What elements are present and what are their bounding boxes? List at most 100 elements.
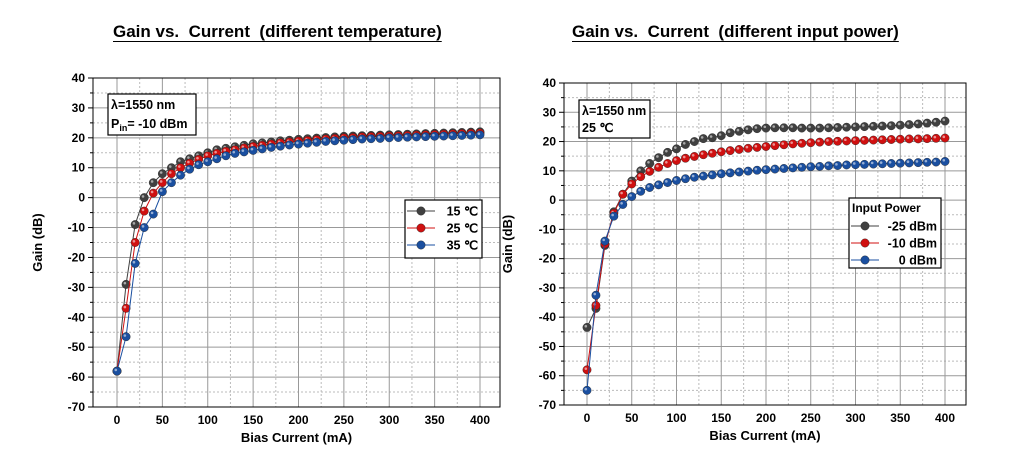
chart-0: 0 50 100 150 200 250 300 350 400403020100-10-20-… bbox=[30, 71, 501, 445]
data-point bbox=[788, 163, 798, 173]
x-tick-label: 400 bbox=[935, 411, 955, 425]
data-point bbox=[752, 124, 762, 134]
data-point-highlight bbox=[638, 188, 641, 192]
data-point bbox=[375, 134, 385, 143]
data-point-highlight bbox=[933, 135, 937, 139]
data-point bbox=[357, 134, 367, 144]
data-point bbox=[303, 138, 312, 148]
data-point bbox=[860, 159, 869, 169]
pin-subscript: in bbox=[119, 123, 127, 133]
data-point-highlight bbox=[123, 334, 127, 337]
data-point bbox=[582, 365, 592, 375]
data-point bbox=[725, 128, 735, 138]
data-point bbox=[806, 123, 816, 133]
data-point-highlight bbox=[656, 155, 659, 158]
data-point bbox=[851, 160, 860, 170]
chart-title-input-power: Gain vs. Current (different input power) bbox=[572, 22, 899, 41]
data-point-highlight bbox=[159, 171, 163, 174]
data-point-highlight bbox=[132, 240, 136, 243]
data-point-highlight bbox=[879, 137, 883, 140]
data-point-highlight bbox=[754, 126, 758, 129]
data-point bbox=[609, 211, 619, 221]
data-point-highlight bbox=[168, 180, 172, 183]
data-point bbox=[384, 133, 394, 143]
data-point-highlight bbox=[718, 133, 722, 136]
data-point bbox=[681, 140, 690, 149]
annotation-wavelength: λ=1550 nm bbox=[111, 98, 175, 112]
data-point-highlight bbox=[754, 144, 758, 148]
data-point-highlight bbox=[870, 161, 874, 165]
data-point-highlight bbox=[114, 368, 118, 372]
data-point-highlight bbox=[691, 153, 695, 157]
data-point-highlight bbox=[141, 208, 145, 212]
data-point bbox=[275, 141, 285, 151]
x-tick-label: 150 bbox=[711, 411, 731, 425]
data-point bbox=[940, 133, 950, 143]
data-point-highlight bbox=[196, 162, 199, 165]
data-point-highlight bbox=[835, 163, 838, 166]
data-point bbox=[139, 223, 149, 232]
data-point-highlight bbox=[584, 324, 588, 328]
data-point-highlight bbox=[647, 185, 650, 188]
legend-item: -10 dBm bbox=[851, 237, 937, 251]
data-point bbox=[421, 132, 430, 142]
y-tick-label: 0 bbox=[549, 193, 556, 207]
data-point bbox=[860, 135, 869, 145]
data-point-highlight bbox=[602, 238, 605, 242]
data-point bbox=[886, 121, 896, 131]
chart-title-temperature: Gain vs. Current (different temperature) bbox=[113, 22, 442, 41]
data-point bbox=[904, 158, 914, 168]
data-point-highlight bbox=[709, 150, 713, 154]
data-point-highlight bbox=[368, 136, 372, 139]
data-point bbox=[761, 142, 771, 151]
data-point bbox=[266, 142, 276, 152]
annotation-frame bbox=[107, 93, 197, 136]
data-point bbox=[618, 189, 628, 199]
x-tick-label: 150 bbox=[243, 413, 263, 427]
data-point bbox=[600, 236, 610, 246]
data-point bbox=[430, 131, 440, 141]
y-tick-label: -30 bbox=[68, 280, 86, 294]
data-point bbox=[913, 119, 923, 129]
data-point-highlight bbox=[709, 172, 713, 176]
data-point-highlight bbox=[736, 146, 740, 150]
data-point bbox=[743, 125, 753, 135]
x-tick-label: 50 bbox=[625, 411, 639, 425]
data-point-highlight bbox=[205, 159, 208, 162]
legend: Input Power -25 dBm -10 dBm 0 dBm bbox=[848, 197, 942, 269]
data-point-highlight bbox=[861, 161, 865, 165]
data-point bbox=[654, 162, 663, 172]
data-point bbox=[886, 135, 896, 144]
data-point-highlight bbox=[132, 260, 136, 264]
data-point bbox=[913, 158, 923, 168]
data-point bbox=[672, 144, 681, 154]
data-point-highlight bbox=[844, 162, 847, 166]
data-point bbox=[121, 332, 131, 342]
data-point-highlight bbox=[593, 292, 597, 296]
data-point-highlight bbox=[718, 149, 722, 152]
y-tick-label: -10 bbox=[539, 222, 557, 236]
data-point bbox=[895, 120, 905, 130]
data-point bbox=[815, 137, 825, 147]
data-point bbox=[734, 145, 744, 154]
pin-suffix: = -10 dBm bbox=[127, 117, 187, 131]
data-point bbox=[815, 123, 825, 133]
data-point bbox=[895, 134, 905, 144]
data-point bbox=[690, 172, 699, 182]
data-point bbox=[869, 135, 878, 145]
data-point-highlight bbox=[790, 125, 793, 128]
data-point bbox=[194, 160, 204, 170]
data-point-highlight bbox=[799, 125, 802, 129]
data-point-highlight bbox=[250, 143, 254, 147]
y-tick-label: -40 bbox=[539, 310, 557, 324]
data-point-highlight bbox=[754, 167, 758, 171]
data-point-highlight bbox=[584, 387, 588, 391]
data-point-highlight bbox=[817, 139, 820, 143]
data-point-highlight bbox=[745, 168, 749, 172]
data-point bbox=[725, 168, 735, 178]
data-point-highlight bbox=[772, 125, 776, 128]
y-tick-label: 10 bbox=[72, 161, 86, 175]
data-point-highlight bbox=[853, 124, 856, 128]
data-point-highlight bbox=[745, 127, 749, 130]
